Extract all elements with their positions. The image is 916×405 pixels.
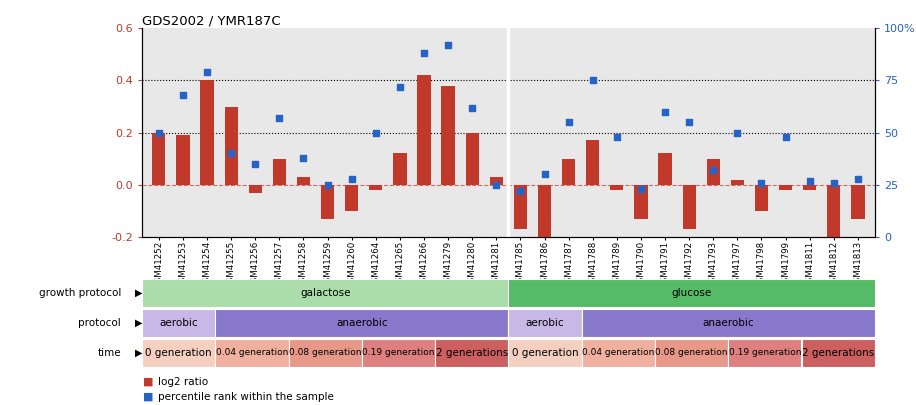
Bar (418, 75, 431, 185)
Text: 0.04 generation: 0.04 generation (215, 348, 289, 357)
Bar (827, 185, 840, 242)
Bar (731, 179, 744, 185)
Bar (610, 185, 624, 190)
Bar (248, 185, 262, 193)
Text: ▶: ▶ (135, 347, 142, 358)
Text: aerobic: aerobic (159, 318, 198, 328)
Text: 0 generation: 0 generation (146, 347, 212, 358)
Point (754, 179, 769, 186)
Text: glucose: glucose (671, 288, 712, 298)
Point (851, 175, 866, 182)
Bar (851, 185, 865, 219)
Point (730, 129, 745, 136)
Bar (755, 185, 769, 211)
Point (248, 161, 263, 167)
Text: ■: ■ (143, 392, 153, 402)
Point (224, 150, 238, 157)
Bar (562, 159, 575, 185)
Point (272, 115, 287, 121)
Bar (176, 135, 190, 185)
Point (151, 129, 166, 136)
Point (609, 134, 624, 140)
Point (562, 119, 576, 126)
Point (682, 119, 696, 126)
Point (634, 186, 649, 192)
Point (368, 129, 383, 136)
Text: ▶: ▶ (135, 288, 142, 298)
Point (417, 50, 431, 57)
Bar (369, 185, 382, 190)
Text: ■: ■ (143, 377, 153, 386)
Bar (273, 159, 286, 185)
Text: time: time (97, 347, 121, 358)
Point (802, 177, 817, 184)
Point (489, 181, 504, 188)
Text: percentile rank within the sample: percentile rank within the sample (158, 392, 334, 402)
Text: log2 ratio: log2 ratio (158, 377, 209, 386)
Point (296, 154, 311, 161)
Point (321, 181, 335, 188)
Text: 2 generations: 2 generations (802, 347, 874, 358)
Bar (634, 185, 648, 219)
Text: 0.19 generation: 0.19 generation (728, 348, 802, 357)
Bar (803, 185, 816, 190)
Bar (465, 133, 479, 185)
Point (779, 134, 793, 140)
Text: anaerobic: anaerobic (336, 318, 387, 328)
Point (393, 83, 408, 90)
Bar (779, 185, 792, 190)
Point (585, 77, 600, 84)
Text: ▶: ▶ (135, 318, 142, 328)
Text: 2 generations: 2 generations (436, 347, 507, 358)
Bar (152, 133, 166, 185)
Point (200, 69, 214, 75)
Text: 0.08 generation: 0.08 generation (655, 348, 728, 357)
Point (658, 109, 672, 115)
Text: galactose: galactose (300, 288, 351, 298)
Bar (490, 177, 503, 185)
Text: protocol: protocol (78, 318, 121, 328)
Bar (297, 177, 311, 185)
Bar (442, 86, 454, 185)
Bar (659, 153, 671, 185)
Text: 0.19 generation: 0.19 generation (362, 348, 435, 357)
Text: GDS2002 / YMR187C: GDS2002 / YMR187C (142, 14, 280, 27)
Point (441, 42, 455, 48)
Bar (224, 107, 238, 185)
Point (706, 167, 721, 173)
Bar (706, 159, 720, 185)
Point (176, 92, 191, 98)
Text: 0.04 generation: 0.04 generation (582, 348, 655, 357)
Text: 0 generation: 0 generation (512, 347, 578, 358)
Bar (586, 141, 599, 185)
Text: anaerobic: anaerobic (703, 318, 754, 328)
Bar (321, 185, 334, 219)
Point (826, 179, 841, 186)
Bar (514, 185, 527, 229)
Point (513, 188, 528, 194)
Bar (538, 185, 551, 237)
Point (344, 175, 359, 182)
Point (465, 104, 480, 111)
Bar (682, 185, 696, 229)
Bar (345, 185, 358, 211)
Text: aerobic: aerobic (526, 318, 564, 328)
Bar (201, 81, 213, 185)
Point (537, 171, 551, 177)
Text: growth protocol: growth protocol (38, 288, 121, 298)
Bar (393, 153, 407, 185)
Text: 0.08 generation: 0.08 generation (289, 348, 362, 357)
